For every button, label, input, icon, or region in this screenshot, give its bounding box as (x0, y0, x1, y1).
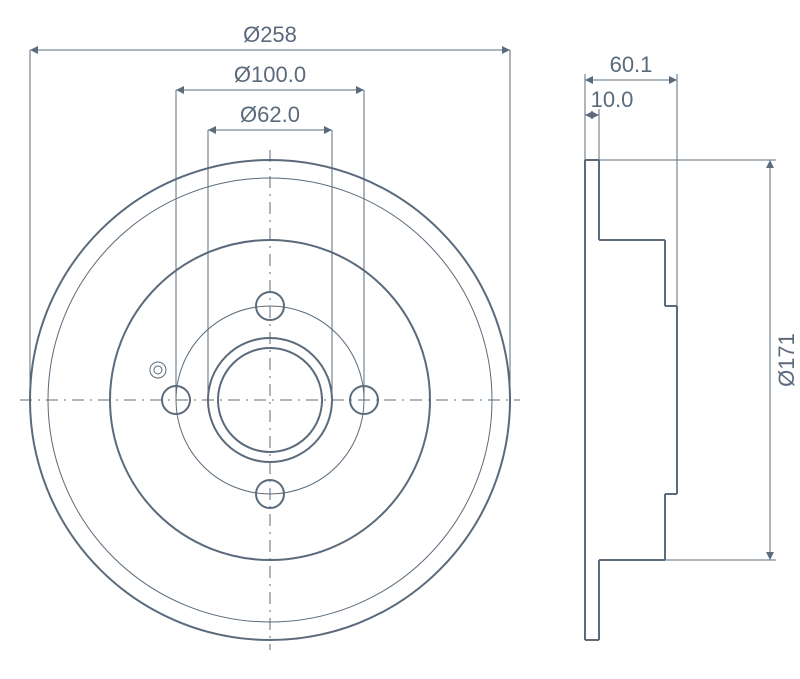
svg-text:Ø258: Ø258 (243, 22, 297, 47)
svg-text:Ø171: Ø171 (774, 333, 799, 387)
svg-text:60.1: 60.1 (610, 52, 653, 77)
svg-text:Ø100.0: Ø100.0 (234, 62, 306, 87)
svg-text:10.0: 10.0 (591, 87, 634, 112)
svg-text:Ø62.0: Ø62.0 (240, 102, 300, 127)
